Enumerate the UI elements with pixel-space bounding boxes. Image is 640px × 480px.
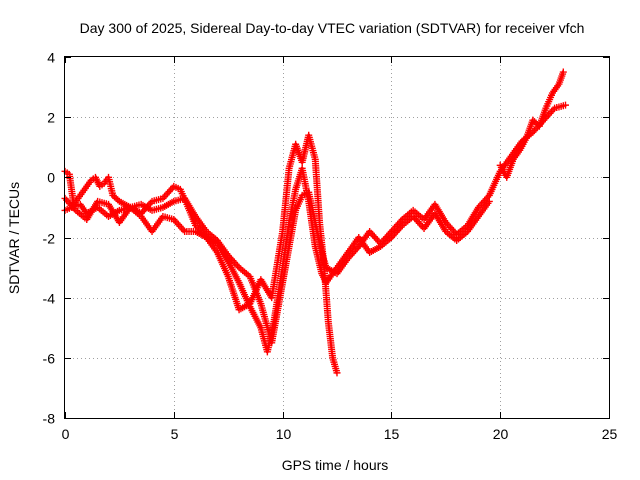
- data-point: [559, 68, 567, 76]
- data-points: [61, 68, 569, 377]
- y-tick-label: 4: [47, 50, 55, 66]
- y-tick-label: -2: [43, 231, 56, 247]
- y-axis-label: SDTVAR / TECUs: [6, 182, 22, 294]
- data-point: [485, 197, 493, 205]
- x-tick-label: 5: [171, 426, 179, 442]
- x-tick-label: 10: [276, 426, 292, 442]
- x-tick-label: 15: [384, 426, 400, 442]
- plot-frame: [64, 56, 610, 419]
- series-track-c: [61, 131, 341, 377]
- data-point: [333, 369, 341, 377]
- series-track-b: [61, 164, 493, 356]
- y-tick-label: -4: [43, 291, 56, 307]
- x-tick-label: 20: [493, 426, 509, 442]
- chart-title: Day 300 of 2025, Sidereal Day-to-day VTE…: [80, 20, 585, 36]
- x-tick-label: 0: [62, 426, 70, 442]
- data-point: [561, 101, 569, 109]
- series-track-d: [496, 68, 567, 181]
- axis-ticks: 0 5 10 15 20 25 -8 -6 -4 -2 0 2 4: [43, 50, 618, 443]
- y-tick-label: -8: [43, 411, 56, 427]
- y-tick-label: 2: [47, 110, 55, 126]
- y-tick-label: 0: [47, 170, 55, 186]
- y-tick-label: -6: [43, 351, 56, 367]
- x-tick-label: 25: [602, 426, 618, 442]
- x-axis-label: GPS time / hours: [282, 457, 389, 473]
